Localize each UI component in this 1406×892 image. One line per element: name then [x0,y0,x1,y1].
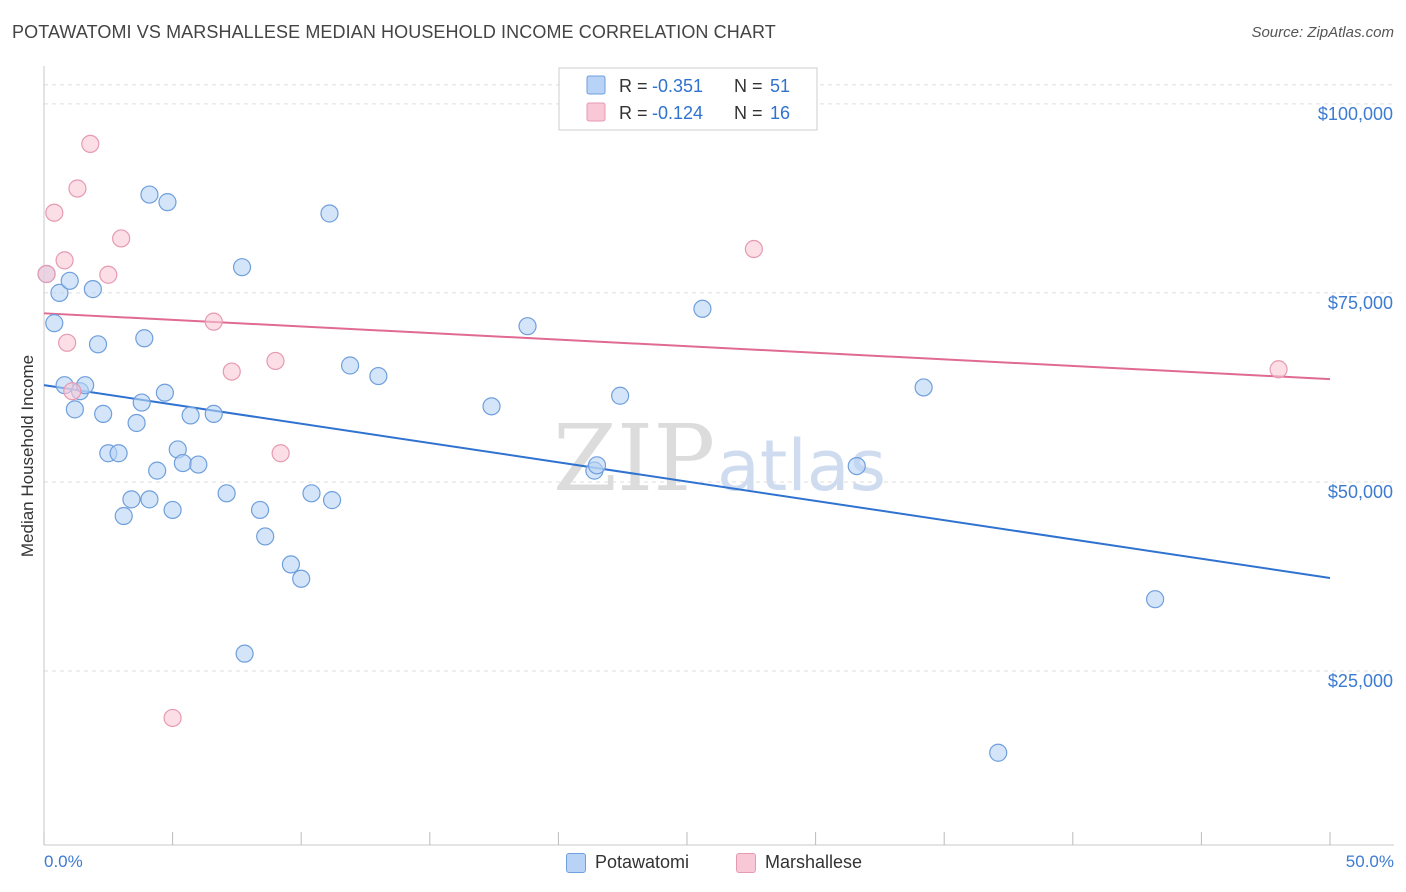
trend-line-marshallese [43,312,1331,381]
point-potawatomi [1146,590,1165,609]
legend-swatch-potawatomi [586,75,606,95]
point-marshallese [63,382,82,401]
y-tick-label: $100,000 [1318,104,1393,124]
watermark: ZIP atlas [553,405,886,512]
point-marshallese [81,134,100,153]
point-potawatomi [148,461,167,480]
point-potawatomi [340,356,360,375]
point-potawatomi [45,314,64,333]
legend-swatch-marshallese [586,102,606,122]
point-potawatomi [611,386,630,405]
point-potawatomi [65,400,84,419]
point-potawatomi [109,444,128,463]
point-potawatomi [88,335,108,354]
source-credit: Source: ZipAtlas.com [1251,24,1394,41]
point-potawatomi [587,456,607,475]
legend-n-label: N = [734,76,768,96]
bottom-legend-item-marshallese: Marshallese [736,852,862,873]
chart-title: POTAWATOMI VS MARSHALLESE MEDIAN HOUSEHO… [12,22,776,42]
point-potawatomi [914,378,933,397]
bottom-legend-swatch-marshallese [736,852,756,873]
point-potawatomi [127,413,146,433]
point-potawatomi [204,404,223,424]
point-potawatomi [989,743,1008,762]
point-potawatomi [140,490,159,509]
point-potawatomi [155,383,174,402]
legend-r-label: R = [619,76,653,96]
point-potawatomi [163,500,182,520]
legend-n-value: 16 [770,103,790,123]
point-potawatomi [94,404,113,424]
point-potawatomi [173,453,192,473]
point-potawatomi [250,500,270,520]
x-tick-label-max: 50.0% [1345,852,1394,871]
y-tick-labels: $25,000 $50,000 $75,000 $100,000 [1318,104,1393,691]
legend-n-value: 51 [770,76,790,96]
y-tick-label: $75,000 [1328,293,1393,313]
point-potawatomi [693,299,712,318]
point-potawatomi [256,527,275,546]
bottom-legend: Potawatomi Marshallese [0,852,1406,878]
point-potawatomi [60,271,79,290]
point-marshallese [99,265,118,284]
point-potawatomi [281,555,301,574]
point-marshallese [204,312,223,331]
point-potawatomi [369,366,388,386]
point-marshallese [1269,360,1288,379]
data-points [37,134,1288,762]
y-tick-label: $50,000 [1328,482,1393,502]
point-potawatomi [518,317,537,336]
bottom-legend-label: Potawatomi [595,852,690,872]
x-axis-ticks [43,832,1331,845]
trend-lines [43,312,1331,580]
point-marshallese [744,239,763,259]
point-potawatomi [482,397,501,416]
point-potawatomi [122,490,141,509]
stats-legend: R = -0.351 N = 51 R = -0.124 N = 16 [558,67,818,131]
point-potawatomi [181,406,200,425]
point-potawatomi [83,280,102,299]
point-marshallese [266,351,285,371]
watermark-zip: ZIP [553,405,715,512]
point-marshallese [68,179,87,198]
point-marshallese [271,444,290,463]
legend-n-label: N = [734,103,768,123]
point-marshallese [55,251,74,270]
point-potawatomi [50,283,69,302]
point-marshallese [45,203,64,222]
point-potawatomi [114,506,133,526]
point-potawatomi [140,185,159,204]
point-marshallese [163,708,182,728]
point-marshallese [222,362,241,381]
point-potawatomi [322,491,342,510]
point-potawatomi [217,484,236,503]
point-potawatomi [189,455,208,474]
point-potawatomi [135,329,154,348]
y-tick-label: $25,000 [1328,671,1393,691]
gridlines [44,84,1394,672]
trend-line-potawatomi [43,384,1331,580]
bottom-legend-label: Marshallese [765,852,863,872]
point-potawatomi [132,393,151,412]
x-tick-label-min: 0.0% [44,852,83,871]
bottom-legend-swatch-potawatomi [566,852,586,873]
legend-r-value: -0.351 [652,76,703,96]
point-potawatomi [302,484,321,503]
point-potawatomi [235,644,254,663]
legend-r-label: R = [619,103,653,123]
point-marshallese [37,264,56,284]
point-potawatomi [847,456,866,476]
axes [43,66,1394,846]
point-marshallese [112,229,131,248]
point-potawatomi [158,193,177,212]
point-potawatomi [232,258,252,277]
legend-r-value: -0.124 [652,103,703,123]
point-potawatomi [320,204,339,223]
bottom-legend-item-potawatomi: Potawatomi [566,852,689,873]
point-potawatomi [292,569,311,588]
point-marshallese [58,333,77,352]
